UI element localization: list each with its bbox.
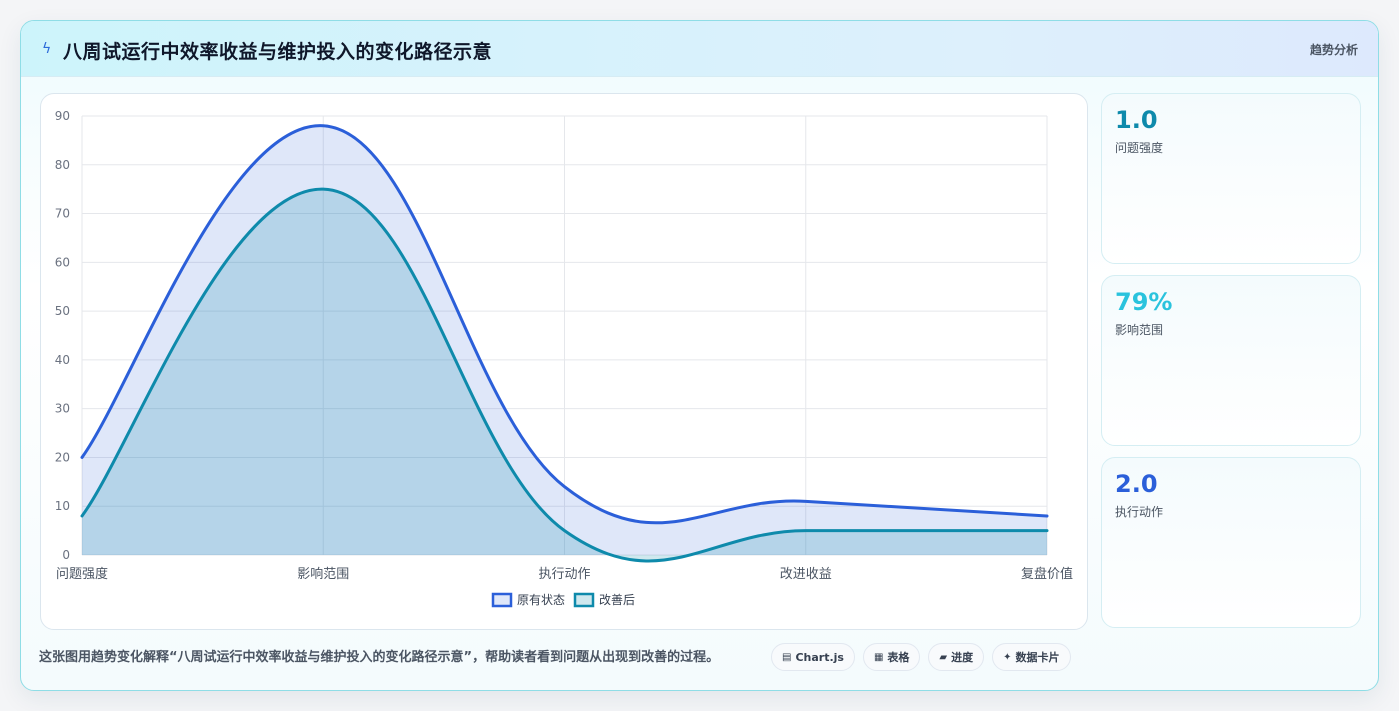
stat-card-3: 2.0 执行动作	[1101, 457, 1361, 628]
y-tick-label: 50	[55, 304, 70, 318]
stat-card-1: 1.0 问题强度	[1101, 93, 1361, 264]
page-title: 八周试运行中效率收益与维护投入的变化路径示意	[63, 41, 493, 63]
chip-chartjs[interactable]: ▤ Chart.js	[771, 643, 855, 671]
tech-chips: ▤ Chart.js ▦ 表格 ▰ 进度 ✦ 数据卡片	[771, 643, 1071, 671]
y-tick-label: 30	[55, 402, 70, 416]
table-icon: ▦	[873, 651, 884, 663]
stat-label: 问题强度	[1115, 141, 1164, 155]
y-tick-label: 0	[62, 548, 70, 562]
x-tick-label: 改进收益	[780, 567, 832, 582]
chip-label: Chart.js	[795, 650, 844, 664]
area-chart: 0 10 20 30 40 50 60 70 80 90 问题强度 影响范围 执行动作 改进收益 复盘价值原…	[55, 109, 1073, 608]
series-area-2	[82, 189, 1047, 561]
x-tick-label: 影响范围	[297, 566, 349, 582]
chip-data-card[interactable]: ✦ 数据卡片	[992, 643, 1071, 671]
card-icon: ✦	[1003, 651, 1012, 663]
y-tick-label: 90	[55, 109, 70, 123]
chart-caption: 这张图用趋势变化解释“八周试运行中效率收益与维护投入的变化路径示意”，帮助读者看…	[39, 650, 720, 665]
series-area-1	[82, 125, 1047, 555]
legend-swatch	[573, 592, 595, 608]
stat-card-2: 79% 影响范围	[1101, 275, 1361, 446]
x-tick-label: 问题强度	[56, 566, 108, 582]
y-tick-label: 60	[55, 255, 70, 269]
chip-label: 数据卡片	[1015, 651, 1060, 664]
category-tag: 趋势分析	[1309, 43, 1358, 57]
chip-label: 表格	[887, 651, 910, 664]
stat-value: 1.0	[1115, 106, 1158, 134]
y-tick-label: 10	[55, 499, 70, 513]
series-line-1	[80, 124, 1049, 525]
chip-label: 进度	[951, 651, 974, 664]
legend-swatch	[491, 592, 513, 608]
progress-icon: ▰	[939, 651, 948, 663]
legend-label: 改善后	[599, 592, 635, 607]
chip-progress[interactable]: ▰ 进度	[928, 643, 985, 671]
card-header: ϟ 八周试运行中效率收益与维护投入的变化路径示意 趋势分析	[21, 21, 1378, 77]
y-tick-label: 80	[55, 158, 70, 172]
stat-label: 影响范围	[1115, 323, 1164, 337]
stat-value: 2.0	[1115, 470, 1158, 498]
stat-value: 79%	[1115, 288, 1173, 316]
stat-label: 执行动作	[1115, 505, 1164, 519]
x-tick-label: 执行动作	[538, 567, 590, 582]
y-tick-label: 20	[55, 450, 70, 464]
bolt-icon: ϟ	[42, 41, 52, 57]
x-tick-label: 复盘价值	[1021, 566, 1073, 582]
y-tick-label: 40	[55, 353, 70, 367]
dashboard-card: ϟ 八周试运行中效率收益与维护投入的变化路径示意 趋势分析 0 10 20 30 40 5…	[20, 20, 1379, 691]
chart-panel: 0 10 20 30 40 50 60 70 80 90 问题强度 影响范围 执行动作 改进收益 复盘价值原…	[40, 93, 1088, 630]
series-line-2	[80, 187, 1049, 563]
chip-table[interactable]: ▦ 表格	[862, 643, 921, 671]
y-tick-label: 70	[55, 207, 70, 221]
legend-label: 原有状态	[517, 593, 565, 607]
chart-icon: ▤	[782, 651, 792, 663]
